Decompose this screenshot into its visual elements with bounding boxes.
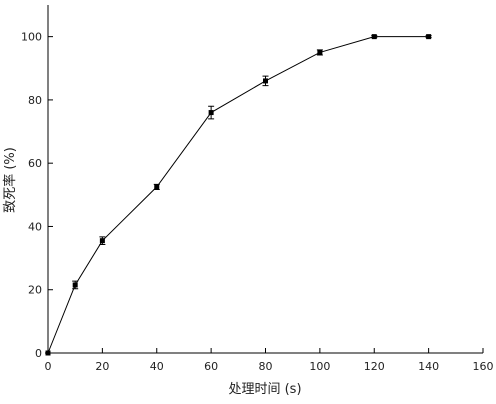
x-tick-label: 120 [364,360,385,373]
y-tick-label: 100 [21,31,42,44]
data-point [371,34,377,40]
x-axis-label: 处理时间 (s) [228,382,301,397]
data-line [47,36,429,354]
data-point [208,110,214,116]
x-tick-label: 100 [309,360,330,373]
y-tick-label: 40 [28,220,42,233]
y-tick-label: 80 [28,94,42,107]
y-tick-label: 60 [28,157,42,170]
data-point [263,78,268,84]
data-point [99,238,105,244]
x-tick-label: 80 [259,360,273,373]
x-tick-label: 140 [418,360,439,373]
x-tick-label: 60 [204,360,218,373]
x-tick-label: 40 [150,360,164,373]
y-tick-label: 0 [35,347,42,360]
x-tick-label: 20 [95,360,109,373]
data-point [426,34,432,40]
data-point [154,184,160,190]
data-point [72,282,78,288]
data-point [45,350,51,356]
data-point [317,49,323,55]
y-axis-label: 致死率 (%) [2,147,18,213]
y-tick-label: 20 [28,284,42,297]
x-tick-label: 0 [45,360,52,373]
x-tick-label: 160 [473,360,494,373]
